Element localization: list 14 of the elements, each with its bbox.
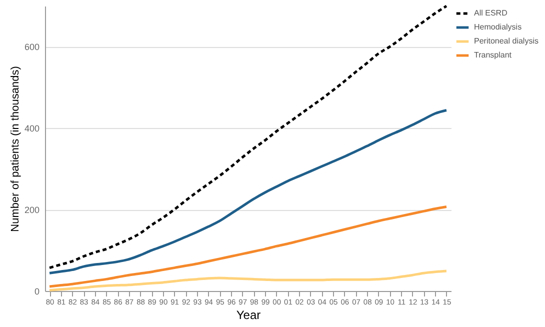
- legend-label: Hemodialysis: [474, 22, 522, 32]
- line-series: [48, 205, 448, 288]
- y-tick-label: 600: [24, 42, 40, 52]
- y-tick-label: 200: [24, 205, 40, 216]
- x-axis-title: Year: [236, 308, 261, 322]
- line-series: [48, 108, 448, 274]
- line-series: [48, 270, 448, 292]
- legend-label: Transplant: [474, 50, 512, 60]
- y-tick-label: 0: [34, 286, 40, 296]
- y-tick-label: 400: [24, 124, 40, 134]
- y-axis-title: Number of patients (in thousands): [9, 66, 22, 232]
- legend-label: All ESRD: [474, 8, 508, 18]
- line-series: [48, 4, 448, 270]
- legend-label: Peritoneal dialysis: [474, 36, 538, 46]
